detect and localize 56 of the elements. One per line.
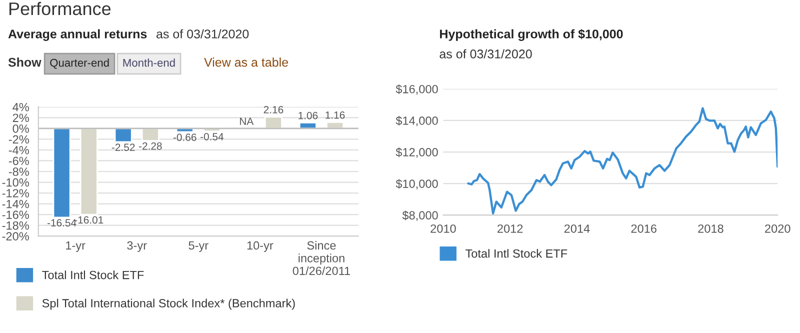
- x-tick-label: 5-yr: [188, 241, 208, 252]
- x-tick-label: 2014: [564, 224, 590, 233]
- x-tick-label: 2020: [765, 224, 790, 233]
- y-tick-label: $10,000: [396, 179, 438, 190]
- y-tick-label: -10%: [2, 178, 29, 187]
- bar: [141, 128, 160, 142]
- y-tick-label: $8,000: [402, 210, 438, 221]
- x-tick-label: 2018: [698, 224, 724, 233]
- x-tick-label: 2012: [498, 224, 523, 233]
- y-tick-label: -4%: [8, 146, 29, 154]
- y-tick-label: -8%: [8, 168, 29, 176]
- y-tick-label: -6%: [8, 156, 29, 166]
- text: NA: [240, 118, 254, 125]
- y-tick-label: -2%: [8, 135, 29, 144]
- x-tick-label: 2010: [430, 224, 456, 233]
- text: Month-end: [123, 58, 175, 67]
- y-tick-label: $14,000: [396, 116, 438, 126]
- chart-title: Average annual returns: [8, 29, 147, 41]
- y-tick-label: 2%: [12, 114, 29, 122]
- bar: [52, 128, 71, 218]
- bar: [114, 128, 132, 143]
- y-tick-label: $12,000: [396, 148, 438, 158]
- x-tick-label: 1-yr: [66, 241, 86, 252]
- legend-label: Spl Total International Stock Index* (Benchmark): [42, 298, 295, 310]
- text: View as a table: [204, 58, 288, 67]
- y-tick-label: -20%: [2, 232, 29, 240]
- text: Show: [8, 58, 42, 67]
- chart-subtitle: as of 03/31/2020: [156, 29, 249, 38]
- data-label: -0.54: [200, 133, 224, 140]
- data-label: -2.28: [138, 142, 162, 150]
- data-label: 1.16: [326, 111, 345, 119]
- y-tick-label: $16,000: [396, 84, 438, 95]
- data-label: -16.54: [47, 219, 76, 227]
- data-label: -0.66: [173, 134, 196, 142]
- y-tick-label: -14%: [2, 200, 29, 208]
- y-tick-label: 0%: [12, 124, 29, 133]
- data-label: -2.52: [112, 144, 135, 152]
- text: Performance: [9, 2, 111, 16]
- legend-label: Total Intl Stock ETF: [466, 249, 568, 258]
- chart-title: Hypothetical growth of $10,000: [440, 29, 623, 41]
- chart-subtitle: as of 03/31/2020: [440, 49, 532, 58]
- y-tick-label: -16%: [2, 210, 29, 219]
- data-label: -16.01: [74, 216, 104, 224]
- x-tick-label: 3-yr: [127, 241, 147, 252]
- x-tick-label: Since inception 01/26/2011: [292, 240, 350, 276]
- x-tick-label: 2016: [631, 224, 656, 233]
- y-tick-label: -18%: [2, 221, 29, 230]
- y-tick-label: -12%: [2, 189, 29, 198]
- text: Quarter-end: [50, 58, 109, 69]
- data-label: 1.06: [298, 112, 318, 120]
- line-series: [467, 107, 778, 214]
- legend-label: Total Intl Stock ETF: [42, 270, 144, 280]
- data-label: 2.16: [264, 106, 284, 114]
- x-tick-label: 10-yr: [247, 241, 274, 252]
- y-tick-label: 4%: [12, 102, 29, 112]
- bar: [80, 128, 98, 216]
